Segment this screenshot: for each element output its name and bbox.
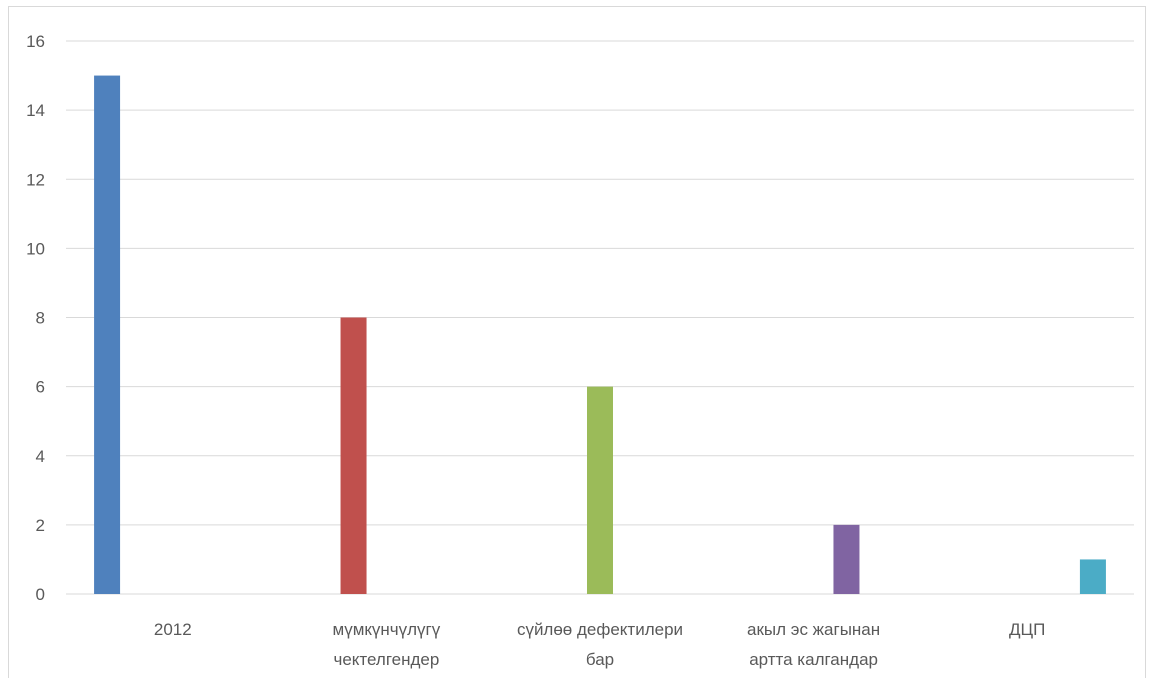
y-axis-ticks: 0 2 4 6 8 10 12 14 16 xyxy=(26,32,45,604)
y-tick-label: 12 xyxy=(26,170,45,189)
x-category-label: сүйлөө дефектилери xyxy=(517,620,683,639)
x-category-label: 2012 xyxy=(154,620,192,639)
y-tick-label: 4 xyxy=(36,447,45,466)
chart-frame xyxy=(8,6,1146,678)
bars xyxy=(94,75,1106,594)
bar xyxy=(833,524,860,594)
bar xyxy=(587,386,613,594)
y-tick-label: 0 xyxy=(36,585,45,604)
x-axis-labels: 2012 мүмкүнчүлүгү чектелгендер сүйлөө дефек… xyxy=(154,620,1045,669)
y-tick-label: 10 xyxy=(26,239,45,258)
x-category-label: акыл эс жагынан xyxy=(747,620,880,639)
y-tick-label: 14 xyxy=(26,101,45,120)
bar xyxy=(1079,559,1106,594)
x-category-label: артта калгандар xyxy=(749,650,878,669)
y-tick-label: 6 xyxy=(36,378,45,397)
bar xyxy=(94,75,121,594)
x-category-label: ДЦП xyxy=(1009,620,1045,639)
x-category-label: мүмкүнчүлүгү xyxy=(333,620,441,639)
x-category-label: чектелгендер xyxy=(333,650,439,669)
bar xyxy=(340,317,367,594)
y-tick-label: 2 xyxy=(36,516,45,535)
x-category-label: бар xyxy=(586,650,614,669)
y-tick-label: 8 xyxy=(36,309,45,328)
y-tick-label: 16 xyxy=(26,32,45,51)
